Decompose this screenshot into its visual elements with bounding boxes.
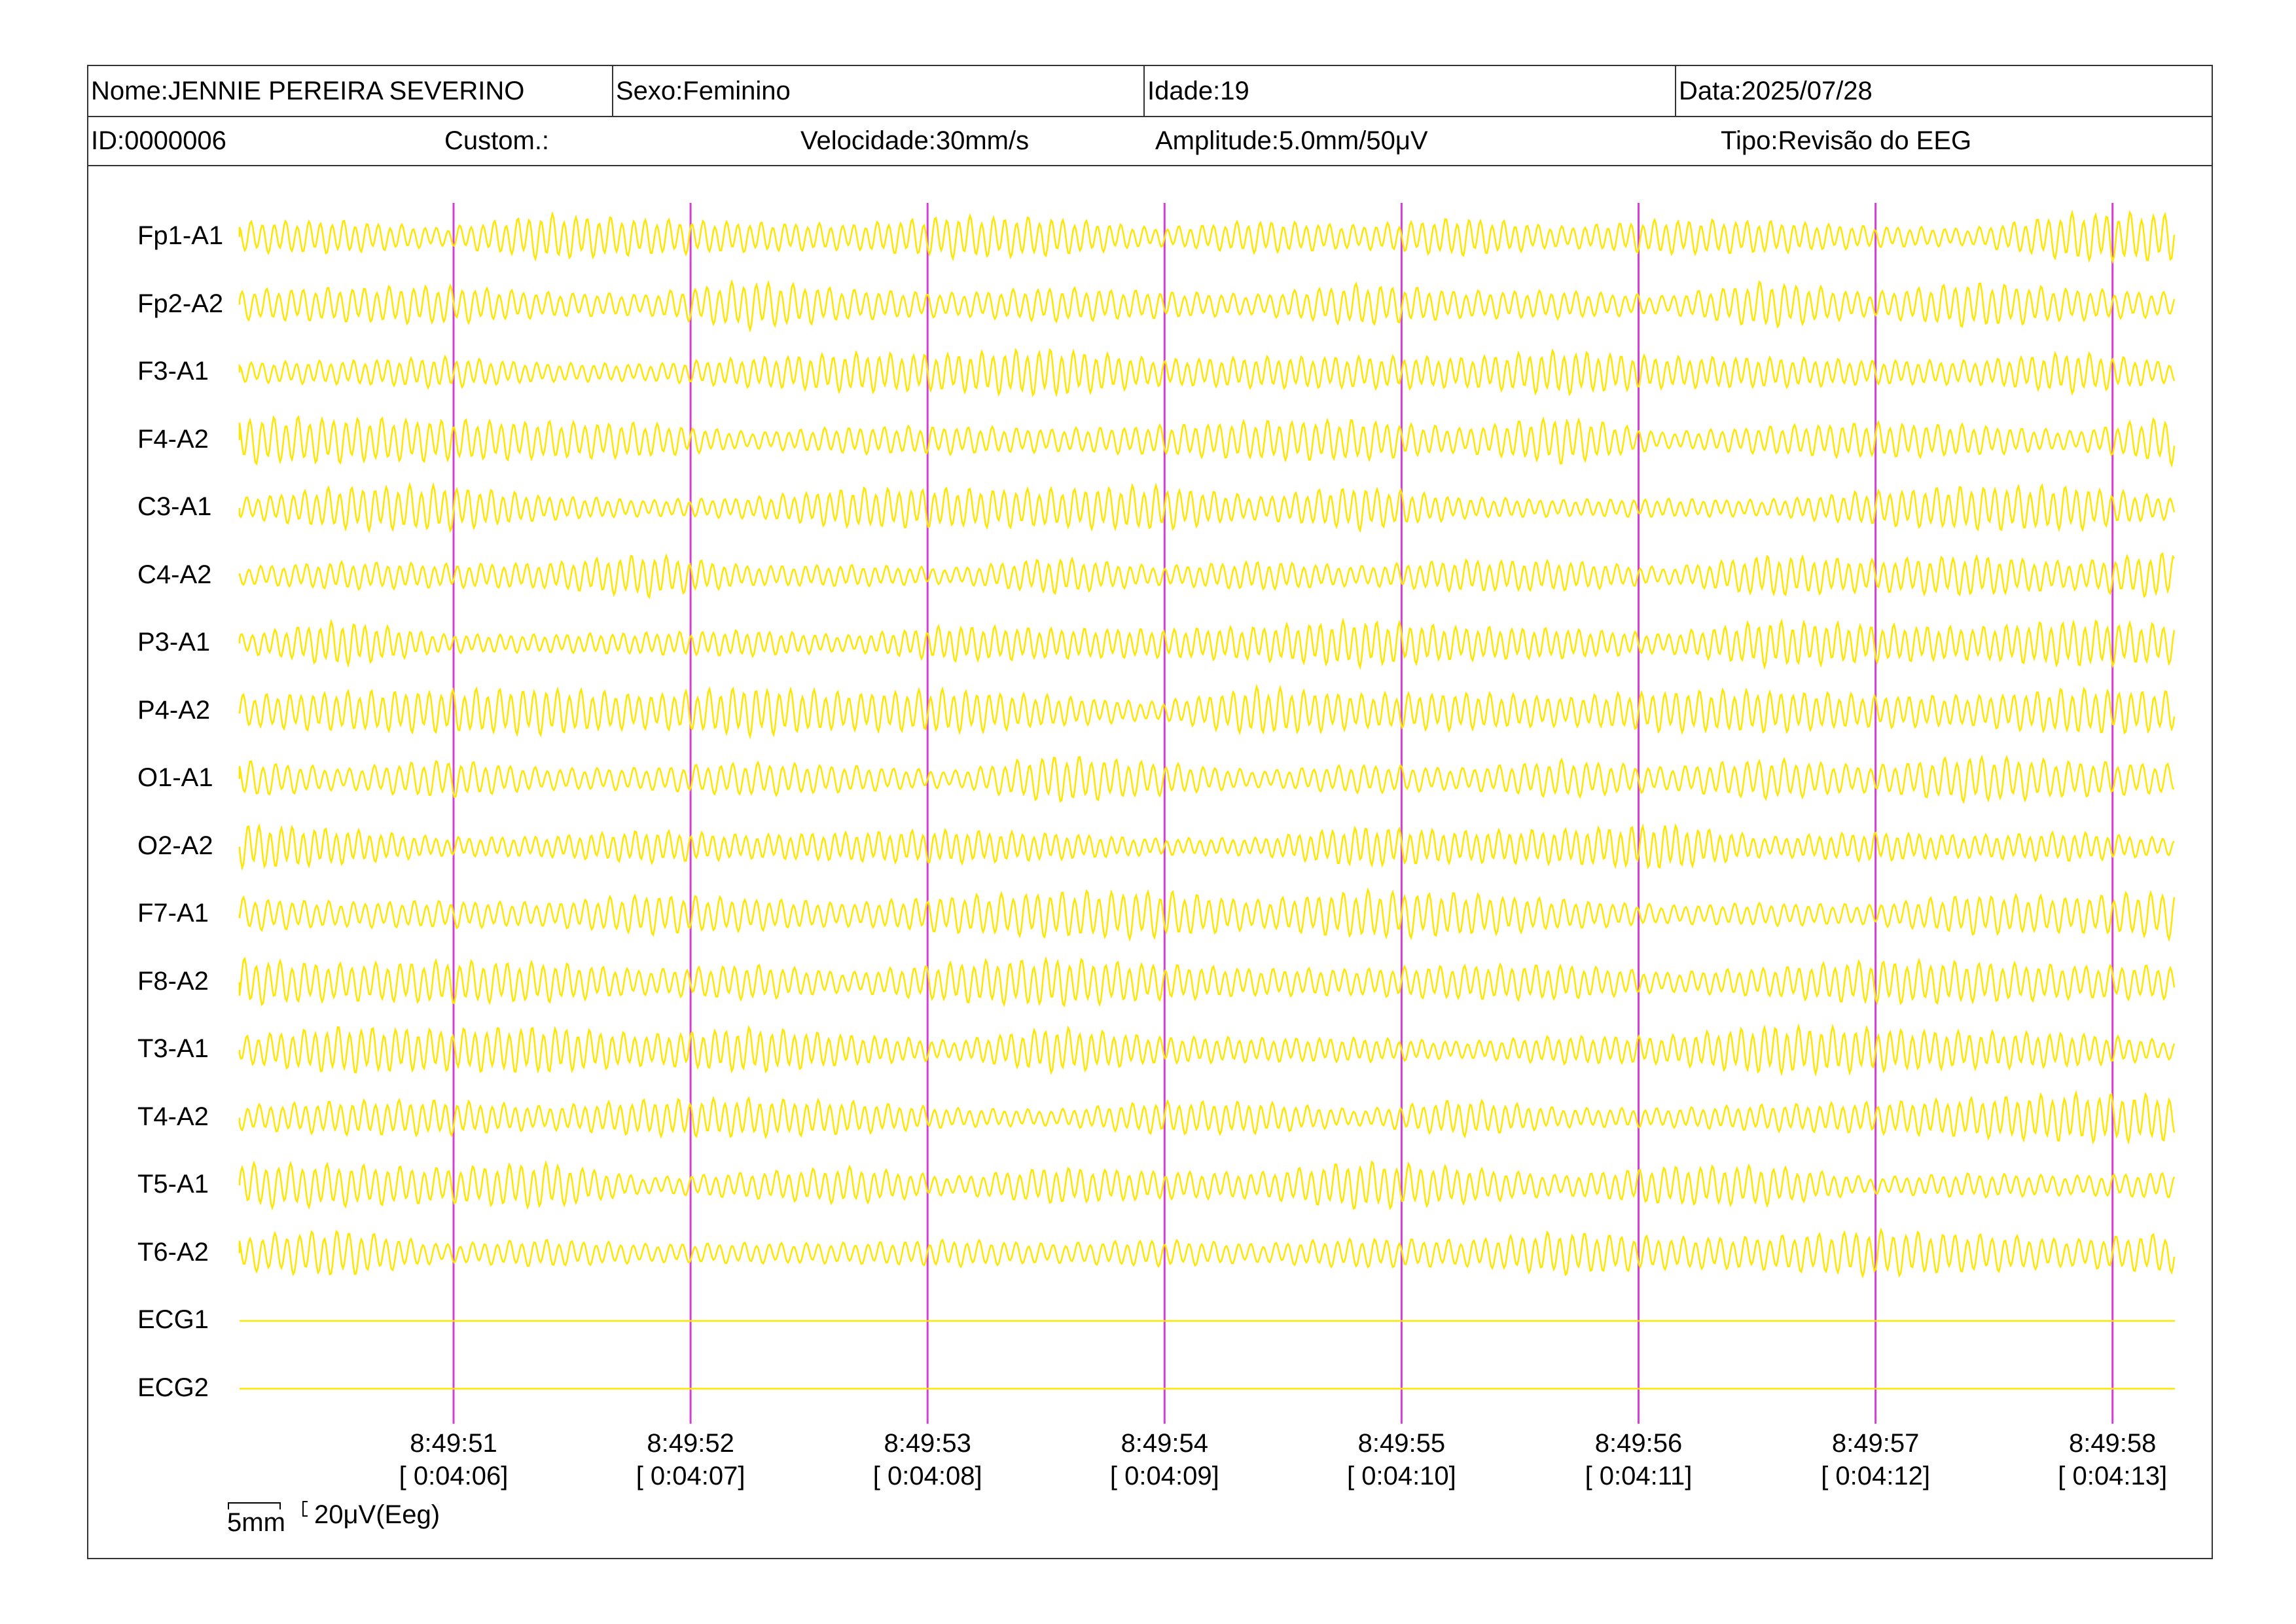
channel-label: O1-A1 [137,763,213,792]
channel-trace [238,279,2176,333]
channel-trace [238,887,2176,943]
elapsed-time: [ 0:04:13] [2058,1462,2168,1490]
channel-trace [238,683,2176,740]
time-mark-label: 8:49:51 [ 0:04:06] [375,1427,532,1492]
channel-label: T4-A2 [137,1102,209,1131]
channel-label: F3-A1 [137,357,209,386]
channel-label: F4-A2 [137,424,209,454]
channel-label: ECG1 [137,1305,209,1334]
exam-date: Data:2025/07/28 [1675,66,2215,116]
channel-trace [238,1090,2176,1145]
channel-label: ECG2 [137,1373,209,1402]
review-type: Tipo:Revisão do EEG [1721,126,1972,155]
channel-label: T5-A1 [137,1170,209,1199]
channel-label: T3-A1 [137,1034,209,1063]
clock-time: 8:49:56 [1594,1429,1683,1458]
patient-id: ID:0000006 [91,126,226,155]
clock-time: 8:49:55 [1357,1429,1446,1458]
channel-label: Fp2-A2 [137,289,224,318]
elapsed-time: [ 0:04:07] [636,1462,745,1490]
elapsed-time: [ 0:04:10] [1346,1462,1456,1490]
elapsed-time: [ 0:04:12] [1821,1462,1930,1490]
channel-label: C4-A2 [137,560,212,589]
channel-trace [238,482,2176,534]
eeg-report-frame: Nome:JENNIE PEREIRA SEVERINO Sexo:Femini… [87,65,2213,1559]
channel-trace [238,415,2176,468]
channel-label: T6-A2 [137,1237,209,1267]
channel-label: Fp1-A1 [137,221,224,250]
patient-info-row: Nome:JENNIE PEREIRA SEVERINO Sexo:Femini… [88,66,2212,117]
patient-age: Idade:19 [1143,66,1676,116]
speed-setting: Velocidade:30mm/s [800,126,1030,155]
elapsed-time: [ 0:04:11] [1585,1462,1693,1490]
elapsed-time: [ 0:04:08] [872,1462,982,1490]
elapsed-time: [ 0:04:09] [1109,1462,1219,1490]
channel-trace [238,1023,2176,1077]
custom-field: Custom.: [444,126,550,155]
time-mark-label: 8:49:58 [ 0:04:13] [2034,1427,2191,1492]
channel-trace [238,552,2175,600]
time-scale-label: 5mm [227,1508,285,1537]
amplitude-scale-bracket [302,1501,308,1517]
channel-trace [238,209,2176,264]
clock-time: 8:49:54 [1121,1429,1209,1458]
clock-time: 8:49:57 [1831,1429,1920,1458]
channel-label: P4-A2 [137,695,211,725]
amplitude-setting: Amplitude:5.0mm/50μV [1155,126,1428,155]
time-mark-label: 8:49:55 [ 0:04:10] [1323,1427,1480,1492]
channel-label: F8-A2 [137,966,209,996]
time-mark-label: 8:49:52 [ 0:04:07] [612,1427,769,1492]
channel-label: O2-A2 [137,831,213,860]
clock-time: 8:49:53 [884,1429,971,1458]
time-mark-label: 8:49:53 [ 0:04:08] [849,1427,1006,1492]
channel-label: P3-A1 [137,628,211,657]
channel-trace [238,754,2175,804]
time-scale-bar [228,1502,281,1509]
clock-time: 8:49:51 [410,1429,497,1458]
clock-time: 8:49:58 [2068,1429,2157,1458]
clock-time: 8:49:52 [647,1429,734,1458]
elapsed-time: [ 0:04:06] [399,1462,509,1490]
amplitude-scale-label: 20μV(Eeg) [314,1500,440,1529]
channel-trace [238,617,2176,670]
time-mark-label: 8:49:56 [ 0:04:11] [1560,1427,1717,1492]
recording-info-row: ID:0000006 Custom.: Velocidade:30mm/s Am… [88,116,2212,166]
channel-label: F7-A1 [137,899,209,928]
patient-sex: Sexo:Feminino [612,66,1145,116]
channel-trace [238,348,2176,398]
channel-trace [238,1227,2176,1279]
time-mark-label: 8:49:57 [ 0:04:12] [1797,1427,1954,1492]
channel-trace [238,823,2175,871]
channel-trace [238,956,2176,1007]
channel-label: C3-A1 [137,492,212,521]
channel-trace [238,1160,2176,1211]
patient-name: Nome:JENNIE PEREIRA SEVERINO [91,77,525,105]
time-mark-label: 8:49:54 [ 0:04:09] [1086,1427,1243,1492]
